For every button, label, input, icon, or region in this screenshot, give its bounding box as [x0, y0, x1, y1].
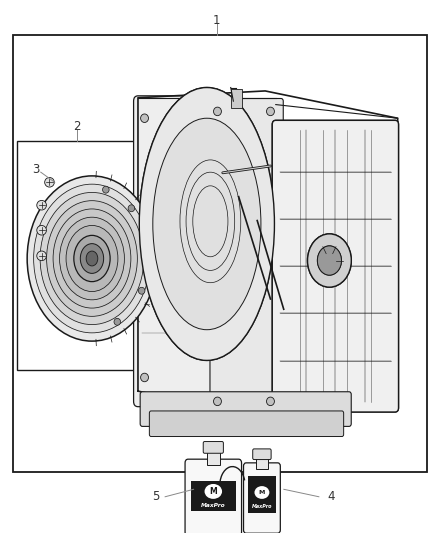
Ellipse shape: [37, 200, 46, 210]
Ellipse shape: [144, 244, 150, 251]
FancyBboxPatch shape: [149, 411, 344, 437]
FancyBboxPatch shape: [140, 392, 351, 426]
Text: M: M: [259, 490, 265, 495]
Ellipse shape: [114, 318, 120, 325]
Bar: [191, 481, 236, 512]
Ellipse shape: [266, 107, 274, 116]
Ellipse shape: [153, 118, 261, 330]
FancyBboxPatch shape: [272, 120, 399, 412]
Ellipse shape: [128, 205, 135, 212]
Ellipse shape: [102, 186, 109, 193]
Ellipse shape: [45, 177, 54, 187]
Bar: [256, 456, 268, 469]
Text: 3: 3: [32, 163, 39, 176]
Ellipse shape: [174, 156, 248, 292]
Ellipse shape: [66, 225, 118, 292]
Bar: [248, 475, 276, 513]
Text: 4: 4: [327, 490, 335, 503]
FancyBboxPatch shape: [244, 463, 280, 533]
FancyBboxPatch shape: [134, 96, 222, 407]
Ellipse shape: [80, 244, 104, 273]
Ellipse shape: [34, 184, 150, 333]
Ellipse shape: [307, 234, 351, 287]
Ellipse shape: [86, 251, 98, 266]
Text: 1: 1: [213, 14, 221, 27]
Ellipse shape: [139, 87, 275, 360]
FancyBboxPatch shape: [253, 449, 271, 459]
Ellipse shape: [318, 246, 342, 275]
FancyBboxPatch shape: [272, 120, 399, 412]
Ellipse shape: [74, 236, 110, 281]
FancyBboxPatch shape: [210, 99, 283, 404]
Ellipse shape: [40, 192, 144, 325]
Ellipse shape: [37, 251, 46, 261]
Ellipse shape: [46, 200, 138, 316]
Text: M: M: [209, 487, 217, 496]
Bar: [231, 90, 242, 108]
Text: 2: 2: [73, 120, 81, 133]
Ellipse shape: [60, 217, 124, 300]
Bar: [207, 450, 220, 465]
Ellipse shape: [318, 246, 342, 275]
Bar: [13, 35, 427, 472]
Ellipse shape: [213, 397, 221, 406]
Ellipse shape: [254, 486, 269, 499]
FancyBboxPatch shape: [203, 441, 223, 453]
Text: MaxPro: MaxPro: [201, 503, 226, 508]
Ellipse shape: [141, 114, 148, 123]
Ellipse shape: [37, 225, 46, 235]
Ellipse shape: [155, 118, 259, 330]
Ellipse shape: [205, 484, 222, 499]
Ellipse shape: [32, 229, 162, 278]
Ellipse shape: [141, 373, 148, 382]
Ellipse shape: [266, 397, 274, 406]
Ellipse shape: [307, 234, 351, 287]
Ellipse shape: [213, 107, 221, 116]
Bar: [17, 141, 155, 370]
Ellipse shape: [27, 176, 157, 341]
Ellipse shape: [139, 87, 275, 360]
Ellipse shape: [53, 209, 131, 308]
FancyBboxPatch shape: [185, 459, 242, 533]
Text: 5: 5: [152, 490, 159, 503]
Text: MaxPro: MaxPro: [252, 504, 272, 509]
Ellipse shape: [138, 287, 145, 294]
